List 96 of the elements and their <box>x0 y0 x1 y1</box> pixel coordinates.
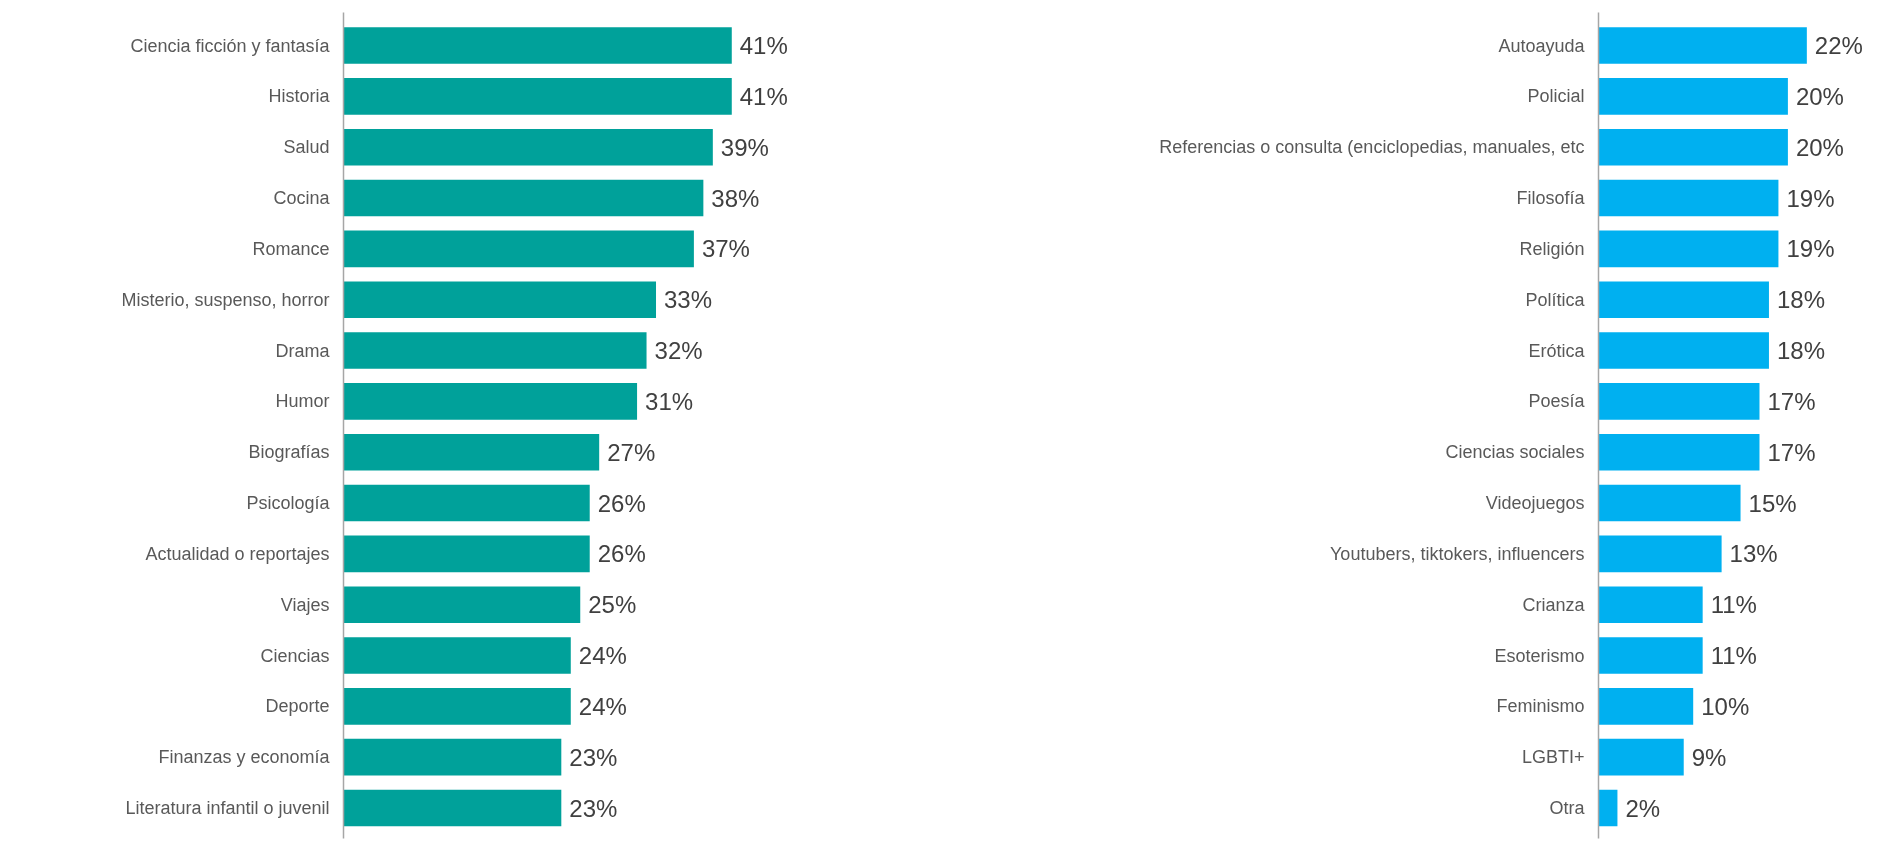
data-label: 11% <box>1710 642 1757 670</box>
bar <box>1598 586 1703 623</box>
bar <box>1598 637 1703 674</box>
y-tick-label: Videojuegos <box>1485 493 1585 514</box>
y-tick-label: Biografías <box>248 442 330 463</box>
data-label: 31% <box>645 387 694 415</box>
y-tick-label: Esoterismo <box>1494 645 1585 666</box>
y-tick-label: Misterio, suspenso, horror <box>121 289 330 310</box>
y-tick-label: Religión <box>1519 238 1585 259</box>
bar <box>343 27 732 64</box>
bar <box>343 78 732 115</box>
data-label: 26% <box>597 540 646 568</box>
bar <box>1598 78 1788 115</box>
bar <box>343 688 571 725</box>
bar <box>343 535 590 573</box>
bar <box>1598 281 1769 318</box>
y-tick-label: Romance <box>252 238 330 259</box>
bar <box>1598 27 1807 64</box>
bar <box>1598 383 1760 420</box>
bar <box>1598 230 1779 268</box>
data-label: 22% <box>1814 32 1863 60</box>
bar <box>1598 332 1769 369</box>
y-tick-label: Filosofía <box>1516 188 1586 209</box>
data-label: 13% <box>1729 540 1778 568</box>
data-label: 23% <box>569 743 618 771</box>
y-tick-label: Autoayuda <box>1498 35 1586 56</box>
data-label: 39% <box>720 133 769 161</box>
data-label: 17% <box>1767 387 1816 415</box>
y-tick-label: Viajes <box>280 594 330 615</box>
data-label: 25% <box>588 591 637 619</box>
data-label: 23% <box>569 794 618 822</box>
data-label: 19% <box>1786 184 1835 212</box>
y-tick-label: Salud <box>283 137 330 158</box>
data-label: 37% <box>701 235 750 263</box>
y-tick-label: Ciencias <box>260 645 330 666</box>
bar <box>343 586 581 623</box>
data-label: 19% <box>1786 235 1835 263</box>
bar <box>343 789 562 827</box>
bar <box>1598 433 1760 471</box>
y-tick-label: Crianza <box>1522 594 1586 615</box>
y-tick-label: Policial <box>1527 86 1585 107</box>
data-label: 24% <box>578 642 627 670</box>
bar <box>1598 789 1618 827</box>
y-tick-label: Psicología <box>246 493 331 514</box>
y-tick-label: LGBTI+ <box>1521 747 1585 768</box>
data-label: 15% <box>1748 489 1797 517</box>
bar <box>343 179 704 217</box>
y-tick-label: Literatura infantil o juvenil <box>125 798 330 818</box>
bar <box>343 128 713 166</box>
bar <box>343 281 657 318</box>
y-tick-label: Historia <box>268 86 331 107</box>
bar <box>1598 128 1788 166</box>
y-tick-label: Otra <box>1549 798 1586 818</box>
bar <box>343 383 638 420</box>
data-label: 24% <box>578 692 627 720</box>
bar <box>343 484 590 522</box>
data-label: 32% <box>654 337 703 365</box>
data-label: 2% <box>1625 794 1661 822</box>
y-tick-label: Ciencias sociales <box>1445 442 1585 463</box>
y-tick-label: Feminismo <box>1496 696 1585 717</box>
data-label: 10% <box>1701 692 1750 720</box>
y-tick-label: Cocina <box>273 188 331 209</box>
data-label: 18% <box>1776 337 1826 365</box>
bar <box>1598 535 1722 573</box>
data-label: 27% <box>607 438 656 466</box>
data-label: 38% <box>711 184 760 212</box>
y-tick-label: Ciencia ficción y fantasía <box>130 35 331 56</box>
data-label: 20% <box>1795 82 1844 110</box>
data-label: 11% <box>1710 591 1757 619</box>
bar <box>1598 484 1741 522</box>
bar <box>343 433 600 471</box>
bar <box>343 332 647 369</box>
y-tick-label: Deporte <box>265 696 330 717</box>
data-label: 41% <box>739 32 788 60</box>
y-tick-label: Política <box>1525 289 1586 310</box>
bar <box>1598 688 1694 725</box>
y-tick-label: Poesía <box>1528 391 1586 412</box>
bar <box>343 230 694 268</box>
data-label: 20% <box>1795 133 1844 161</box>
data-label: 17% <box>1767 438 1816 466</box>
y-tick-label: Referencias o consulta (enciclopedias, manuales, etc <box>1159 137 1585 158</box>
bar <box>343 738 562 776</box>
y-tick-label: Humor <box>275 391 330 412</box>
data-label: 41% <box>739 82 788 110</box>
y-tick-label: Drama <box>275 340 331 361</box>
y-tick-label: Finanzas y economía <box>158 747 331 768</box>
bar <box>1598 179 1779 217</box>
data-label: 18% <box>1776 286 1826 314</box>
data-label: 9% <box>1691 743 1727 771</box>
y-tick-label: Youtubers, tiktokers, influencers <box>1330 543 1585 564</box>
y-tick-label: Erótica <box>1528 340 1586 361</box>
data-label: 33% <box>664 286 713 314</box>
y-tick-label: Actualidad o reportajes <box>145 543 330 564</box>
data-label: 26% <box>597 489 646 517</box>
bar <box>1598 738 1684 776</box>
bar <box>343 637 571 674</box>
